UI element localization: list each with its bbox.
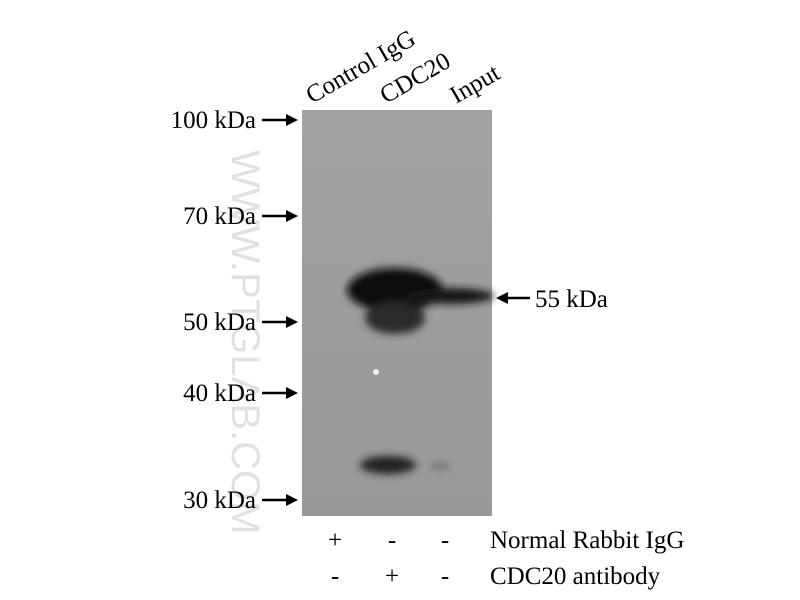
sign: +	[385, 563, 399, 590]
marker-label: 70 kDa	[183, 203, 256, 230]
band	[365, 302, 425, 334]
marker-label: 30 kDa	[183, 487, 256, 514]
marker-label: 50 kDa	[183, 309, 256, 336]
sign: -	[441, 527, 449, 554]
sign: -	[331, 563, 339, 590]
condition-label: Normal Rabbit IgG	[490, 527, 684, 554]
band	[360, 456, 416, 474]
band	[406, 288, 494, 304]
marker-arrowhead	[286, 210, 298, 222]
marker-arrowhead	[286, 494, 298, 506]
marker-arrowhead	[286, 316, 298, 328]
marker-arrowhead	[286, 114, 298, 126]
marker-label: 40 kDa	[183, 380, 256, 407]
sign: +	[328, 527, 342, 554]
watermark: WWW.PTGLAB.COM	[223, 150, 267, 534]
marker-label: 100 kDa	[171, 107, 256, 134]
speck	[373, 369, 379, 375]
sign: -	[441, 563, 449, 590]
band-label: 55 kDa	[535, 286, 608, 313]
marker-arrowhead	[286, 387, 298, 399]
markers: 100 kDa 70 kDa 50 kDa 40 kDa 30 kDa	[171, 107, 298, 514]
sign: -	[388, 527, 396, 554]
band	[430, 462, 450, 470]
condition-label: CDC20 antibody	[490, 563, 661, 590]
conditions: + - - Normal Rabbit IgG - + - CDC20 anti…	[328, 527, 684, 590]
arrowhead	[496, 292, 508, 304]
bands	[347, 268, 494, 474]
